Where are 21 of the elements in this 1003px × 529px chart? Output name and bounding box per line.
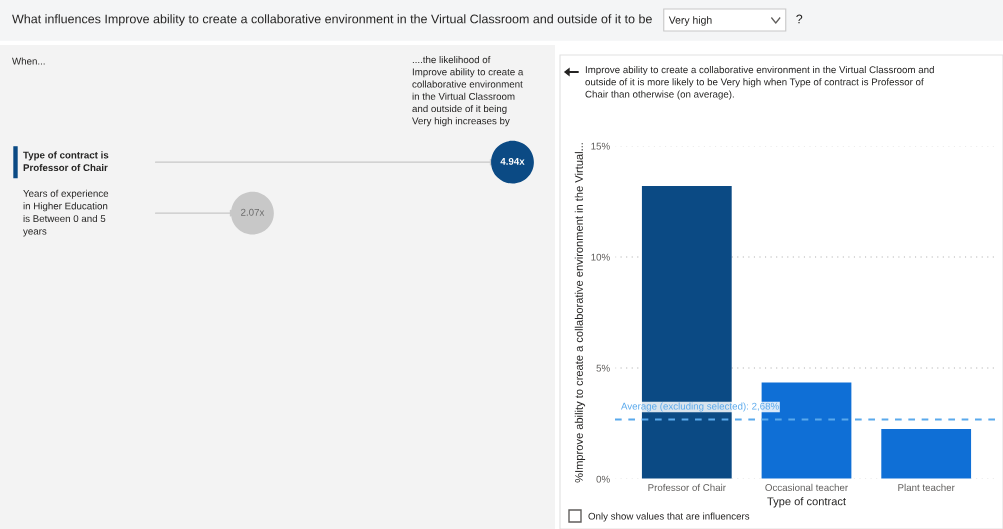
category-label: Type of contract is Professor of Chair	[23, 151, 109, 172]
y-tick-label: 5%	[596, 364, 610, 372]
x-tick-label: Plant teacher	[898, 483, 955, 491]
text: ....the likelihood of Improve ability to create a collaborative environment in the Virtual Classroom and outside of it being Very high increases by	[412, 56, 524, 127]
x-tick-label: Professor of Chair	[648, 483, 726, 491]
text: ?	[796, 14, 803, 24]
text: Only show values that are influencers	[588, 512, 750, 522]
data-label: 4.94x	[500, 157, 525, 165]
y-tick-label: 15%	[591, 142, 610, 150]
text: Very high	[668, 16, 712, 26]
chart-title: Improve ability to create a collaborative environment in the Virtual Classroom and outside of it is more likely to be Very high when Type of contract is Professor of Chair than otherwise (on average).	[585, 66, 934, 100]
category-label: Years of experience in Higher Education is Between 0 and 5 years	[23, 189, 109, 237]
x-tick-label: Occasional teacher	[765, 483, 848, 491]
y-tick-label: 0%	[596, 475, 610, 483]
text: When...	[12, 57, 45, 65]
data-label: 2.07x	[241, 208, 265, 216]
text: What influences Improve ability to create a collaborative environment in the Virtual Classroom and outside of it to be	[12, 14, 652, 26]
y-axis-title: %Improve ability to create a collaborative environment in the Virtual...	[574, 143, 586, 483]
ref-line-label: Average (excluding selected): 2,68%	[621, 402, 779, 412]
x-axis-title: Type of contract	[767, 497, 846, 508]
y-tick-label: 10%	[591, 253, 610, 261]
